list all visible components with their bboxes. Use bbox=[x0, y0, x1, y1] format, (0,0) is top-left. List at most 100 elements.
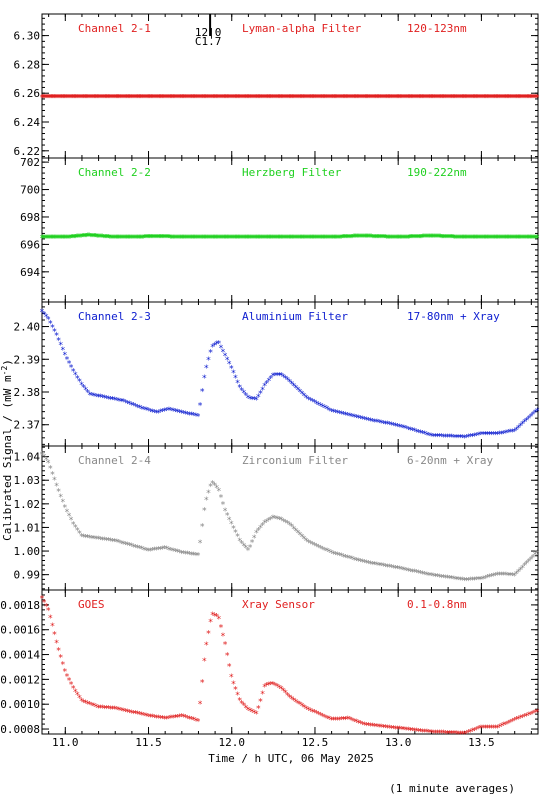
data-point: * bbox=[106, 94, 111, 104]
data-point: * bbox=[164, 545, 169, 555]
data-point: * bbox=[247, 234, 252, 244]
data-point: * bbox=[221, 234, 226, 244]
data-point: * bbox=[443, 233, 448, 243]
data-point: * bbox=[494, 94, 499, 104]
data-point: * bbox=[341, 411, 346, 421]
data-point: * bbox=[163, 94, 168, 104]
data-point: * bbox=[501, 94, 506, 104]
data-point: * bbox=[260, 386, 265, 396]
data-point: * bbox=[400, 234, 405, 244]
data-point: * bbox=[288, 234, 293, 244]
data-point: * bbox=[87, 232, 92, 242]
data-point: * bbox=[430, 729, 435, 739]
data-point: * bbox=[114, 706, 119, 716]
data-point: * bbox=[372, 418, 377, 428]
data-point: * bbox=[199, 234, 204, 244]
data-point: * bbox=[276, 684, 281, 694]
data-point: * bbox=[526, 414, 531, 424]
x-tick-label: 13.5 bbox=[468, 736, 495, 749]
data-point: * bbox=[453, 94, 458, 104]
data-point: * bbox=[395, 422, 400, 432]
data-point: * bbox=[302, 234, 307, 244]
data-point: * bbox=[56, 234, 61, 244]
data-point: * bbox=[358, 720, 363, 730]
data-point: * bbox=[376, 419, 381, 429]
data-point: * bbox=[278, 94, 283, 104]
data-point: * bbox=[316, 234, 321, 244]
data-point: * bbox=[393, 94, 398, 104]
data-point: * bbox=[471, 94, 476, 104]
data-point: * bbox=[246, 234, 251, 244]
data-point: * bbox=[206, 629, 211, 639]
data-point: * bbox=[459, 94, 464, 104]
data-point: * bbox=[368, 722, 373, 732]
data-point: * bbox=[228, 94, 233, 104]
data-point: * bbox=[425, 94, 430, 104]
data-point: * bbox=[281, 687, 286, 697]
data-point: * bbox=[127, 400, 132, 410]
data-point: * bbox=[337, 234, 342, 244]
data-point: * bbox=[503, 571, 508, 581]
data-point: * bbox=[193, 412, 198, 422]
data-point: * bbox=[424, 728, 429, 738]
data-point: * bbox=[517, 94, 522, 104]
data-point: * bbox=[308, 94, 313, 104]
data-point: * bbox=[283, 689, 288, 699]
data-point: * bbox=[339, 716, 344, 726]
data-point: * bbox=[391, 94, 396, 104]
data-point: * bbox=[101, 233, 106, 243]
data-point: * bbox=[120, 94, 125, 104]
data-point: * bbox=[53, 94, 58, 104]
data-point: * bbox=[264, 234, 269, 244]
data-point: * bbox=[129, 401, 134, 411]
data-point: * bbox=[276, 516, 281, 526]
data-point: * bbox=[191, 94, 196, 104]
data-point: * bbox=[187, 94, 192, 104]
data-point: * bbox=[266, 377, 271, 387]
data-point: * bbox=[43, 313, 48, 323]
data-point: * bbox=[72, 233, 77, 243]
data-point: * bbox=[156, 94, 161, 104]
data-point: * bbox=[232, 234, 237, 244]
data-point: * bbox=[272, 94, 277, 104]
y-tick-label: 696 bbox=[20, 238, 40, 251]
data-point: * bbox=[385, 420, 390, 430]
data-point: * bbox=[48, 94, 53, 104]
data-point: * bbox=[79, 233, 84, 243]
data-point: * bbox=[68, 363, 73, 373]
data-point: * bbox=[147, 94, 152, 104]
data-point: * bbox=[128, 94, 133, 104]
data-point: * bbox=[62, 234, 67, 244]
data-point: * bbox=[190, 94, 195, 104]
data-point: * bbox=[73, 688, 78, 698]
data-point: * bbox=[405, 425, 410, 435]
data-point: * bbox=[254, 94, 259, 104]
y-tick-label: 1.02 bbox=[14, 498, 41, 511]
data-point: * bbox=[199, 94, 204, 104]
data-point: * bbox=[458, 234, 463, 244]
data-point: * bbox=[437, 233, 442, 243]
data-point: * bbox=[399, 423, 404, 433]
data-point: * bbox=[399, 234, 404, 244]
data-point: * bbox=[76, 94, 81, 104]
data-point: * bbox=[170, 234, 175, 244]
data-point: * bbox=[500, 234, 505, 244]
data-point: * bbox=[308, 707, 313, 717]
data-point: * bbox=[167, 234, 172, 244]
data-point: * bbox=[433, 572, 438, 582]
data-point: * bbox=[528, 412, 533, 422]
data-point: * bbox=[252, 396, 257, 406]
data-point: * bbox=[179, 234, 184, 244]
data-point: * bbox=[307, 94, 312, 104]
data-point: * bbox=[308, 234, 313, 244]
data-point: * bbox=[168, 546, 173, 556]
data-point: * bbox=[55, 234, 60, 244]
data-point: * bbox=[46, 606, 51, 616]
data-point: * bbox=[223, 94, 228, 104]
data-point: * bbox=[327, 94, 332, 104]
data-point: * bbox=[202, 374, 207, 384]
data-point: * bbox=[473, 94, 478, 104]
data-point: * bbox=[226, 94, 231, 104]
data-point: * bbox=[291, 697, 296, 707]
data-point: * bbox=[252, 534, 257, 544]
